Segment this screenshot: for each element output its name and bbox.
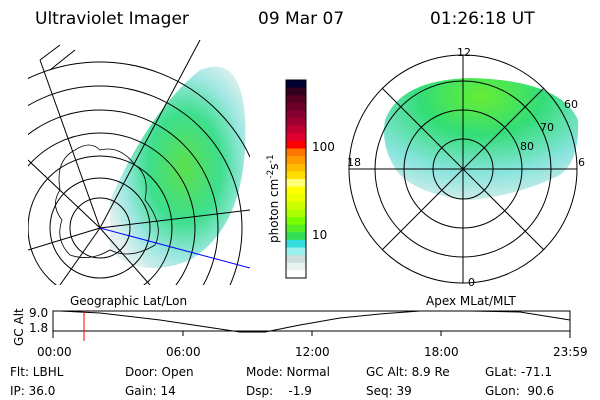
lat-label-80: 80 bbox=[520, 140, 534, 153]
apex-mlt-map bbox=[348, 54, 579, 284]
colorbar-band bbox=[286, 156, 306, 165]
mode-info: Mode: Normal bbox=[246, 365, 330, 379]
glon-info: GLon: 90.6 bbox=[485, 384, 555, 398]
xtick-0000: 00:00 bbox=[37, 345, 72, 359]
colorbar-band bbox=[286, 87, 306, 96]
colorbar-band bbox=[286, 110, 306, 119]
colorbar-band bbox=[286, 270, 306, 279]
mlt-label-6: 6 bbox=[578, 156, 585, 169]
time-label: 01:26:18 UT bbox=[430, 9, 535, 29]
apex-label: Apex MLat/MLT bbox=[426, 294, 516, 308]
colorbar-label: photon cm-2s-1 bbox=[266, 154, 281, 243]
colorbar-band bbox=[286, 224, 306, 233]
gc-alt-info: GC Alt: 8.9 Re bbox=[366, 365, 450, 379]
colorbar-band bbox=[286, 232, 306, 241]
lat-label-70: 70 bbox=[540, 121, 554, 134]
colorbar-band bbox=[286, 133, 306, 142]
mlt-label-0: 0 bbox=[468, 276, 475, 289]
lat-label-60: 60 bbox=[564, 98, 578, 111]
alt-ytick-9: 9.0 bbox=[29, 306, 49, 320]
altitude-plot bbox=[52, 310, 571, 341]
aurora-image-geographic bbox=[110, 66, 246, 269]
geographic-label: Geographic Lat/Lon bbox=[70, 294, 188, 308]
instrument-title: Ultraviolet Imager bbox=[35, 9, 189, 29]
colorbar-frame bbox=[285, 79, 307, 279]
xtick-1800: 18:00 bbox=[424, 345, 459, 359]
colorbar-band bbox=[286, 217, 306, 226]
xtick-1200: 12:00 bbox=[295, 345, 330, 359]
colorbar-band bbox=[286, 179, 306, 188]
colorbar-band bbox=[286, 186, 306, 195]
ip-info: IP: 36.0 bbox=[10, 384, 56, 398]
colorbar-tick-100: 100 bbox=[312, 140, 335, 154]
dsp-info: Dsp: -1.9 bbox=[246, 384, 312, 398]
gain-info: Gain: 14 bbox=[125, 384, 176, 398]
date-label: 09 Mar 07 bbox=[258, 9, 345, 29]
mlt-label-12: 12 bbox=[457, 46, 471, 59]
colorbar bbox=[286, 80, 306, 279]
colorbar-band bbox=[286, 262, 306, 271]
terminator-line bbox=[99, 227, 250, 269]
glat-info: GLat: -71.1 bbox=[485, 365, 552, 379]
colorbar-band bbox=[286, 201, 306, 210]
mlt-label-18: 18 bbox=[347, 156, 361, 169]
filter-info: Flt: LBHL bbox=[10, 365, 64, 379]
seq-info: Seq: 39 bbox=[366, 384, 412, 398]
colorbar-band bbox=[286, 95, 306, 104]
colorbar-tick-10: 10 bbox=[312, 228, 328, 242]
geographic-map bbox=[28, 40, 250, 285]
alt-ylabel: GC Alt bbox=[12, 308, 26, 346]
door-info: Door: Open bbox=[125, 365, 194, 379]
colorbar-band bbox=[286, 171, 306, 180]
colorbar-band bbox=[286, 239, 306, 249]
colorbar-band bbox=[286, 209, 306, 218]
colorbar-band bbox=[286, 194, 306, 203]
colorbar-band bbox=[286, 125, 306, 134]
colorbar-band bbox=[286, 148, 306, 157]
colorbar-band bbox=[286, 102, 306, 111]
colorbar-band bbox=[286, 80, 306, 89]
xtick-0600: 06:00 bbox=[166, 345, 201, 359]
colorbar-band bbox=[286, 247, 306, 256]
colorbar-band bbox=[286, 255, 306, 264]
alt-ytick-1.8: 1.8 bbox=[29, 321, 49, 335]
xtick-2359: 23:59 bbox=[553, 345, 588, 359]
colorbar-band bbox=[286, 140, 306, 150]
colorbar-band bbox=[286, 163, 306, 172]
colorbar-band bbox=[286, 118, 306, 127]
